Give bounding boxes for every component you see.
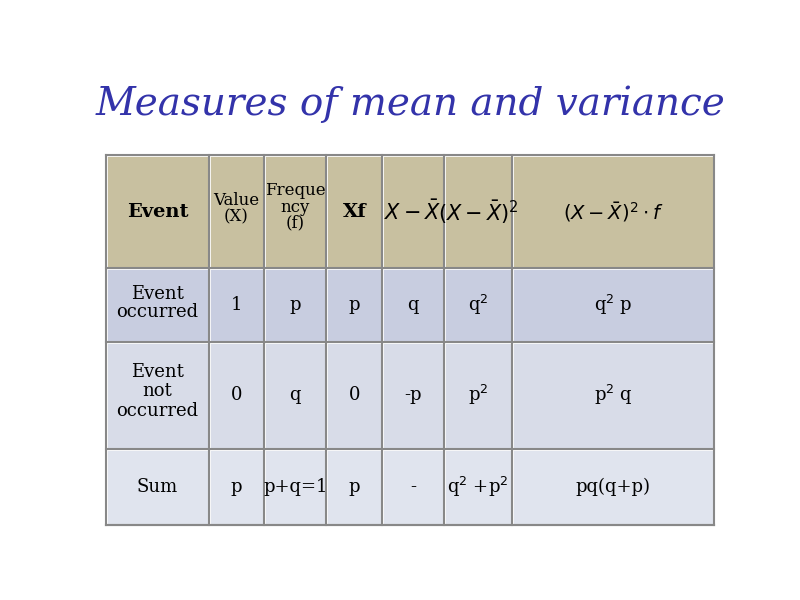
Text: pq(q+p): pq(q+p)	[575, 478, 650, 496]
Text: p: p	[349, 478, 360, 496]
Text: q$^2$ p: q$^2$ p	[594, 293, 632, 317]
Text: -: -	[410, 478, 416, 496]
Text: occurred: occurred	[116, 401, 198, 419]
Text: 1: 1	[230, 296, 242, 314]
Text: -p: -p	[404, 386, 422, 404]
Text: Event: Event	[131, 363, 184, 382]
Text: p: p	[290, 296, 301, 314]
Text: (X): (X)	[224, 208, 249, 225]
Text: occurred: occurred	[116, 303, 198, 321]
Text: q: q	[290, 386, 301, 404]
FancyBboxPatch shape	[444, 268, 512, 342]
FancyBboxPatch shape	[264, 155, 326, 268]
Text: Sum: Sum	[137, 478, 178, 496]
Text: 0: 0	[349, 386, 360, 404]
Text: Event: Event	[131, 285, 184, 303]
FancyBboxPatch shape	[382, 449, 444, 525]
FancyBboxPatch shape	[382, 268, 444, 342]
FancyBboxPatch shape	[326, 449, 382, 525]
FancyBboxPatch shape	[106, 449, 209, 525]
Text: $X-\bar{X}$: $X-\bar{X}$	[384, 200, 442, 224]
FancyBboxPatch shape	[326, 155, 382, 268]
Text: p$^2$: p$^2$	[468, 383, 489, 407]
FancyBboxPatch shape	[444, 449, 512, 525]
FancyBboxPatch shape	[512, 155, 714, 268]
Text: (f): (f)	[286, 215, 305, 232]
FancyBboxPatch shape	[512, 268, 714, 342]
FancyBboxPatch shape	[209, 449, 264, 525]
FancyBboxPatch shape	[209, 155, 264, 268]
FancyBboxPatch shape	[444, 342, 512, 449]
Text: $(X-\bar{X})^2 \cdot f$: $(X-\bar{X})^2 \cdot f$	[563, 200, 663, 224]
Text: q: q	[407, 296, 419, 314]
FancyBboxPatch shape	[326, 342, 382, 449]
FancyBboxPatch shape	[382, 155, 444, 268]
Text: q$^2$: q$^2$	[468, 293, 489, 317]
Text: not: not	[142, 382, 172, 400]
FancyBboxPatch shape	[106, 155, 209, 268]
Text: Freque: Freque	[265, 182, 326, 199]
FancyBboxPatch shape	[444, 155, 512, 268]
FancyBboxPatch shape	[264, 342, 326, 449]
Text: Value: Value	[214, 192, 259, 209]
Text: Xf: Xf	[342, 203, 366, 221]
Text: Measures of mean and variance: Measures of mean and variance	[95, 86, 725, 123]
FancyBboxPatch shape	[209, 268, 264, 342]
FancyBboxPatch shape	[209, 342, 264, 449]
FancyBboxPatch shape	[106, 268, 209, 342]
Text: $(X-\bar{X})^2$: $(X-\bar{X})^2$	[438, 198, 518, 226]
FancyBboxPatch shape	[382, 342, 444, 449]
FancyBboxPatch shape	[106, 342, 209, 449]
Text: p+q=1: p+q=1	[263, 478, 327, 496]
Text: 0: 0	[230, 386, 242, 404]
FancyBboxPatch shape	[512, 449, 714, 525]
FancyBboxPatch shape	[512, 342, 714, 449]
Text: p: p	[349, 296, 360, 314]
Text: p$^2$ q: p$^2$ q	[594, 383, 633, 407]
Text: ncy: ncy	[281, 199, 310, 215]
FancyBboxPatch shape	[264, 449, 326, 525]
Text: p: p	[230, 478, 242, 496]
FancyBboxPatch shape	[326, 268, 382, 342]
Text: q$^2$ +p$^2$: q$^2$ +p$^2$	[447, 475, 509, 499]
FancyBboxPatch shape	[264, 268, 326, 342]
Text: Event: Event	[126, 203, 188, 221]
